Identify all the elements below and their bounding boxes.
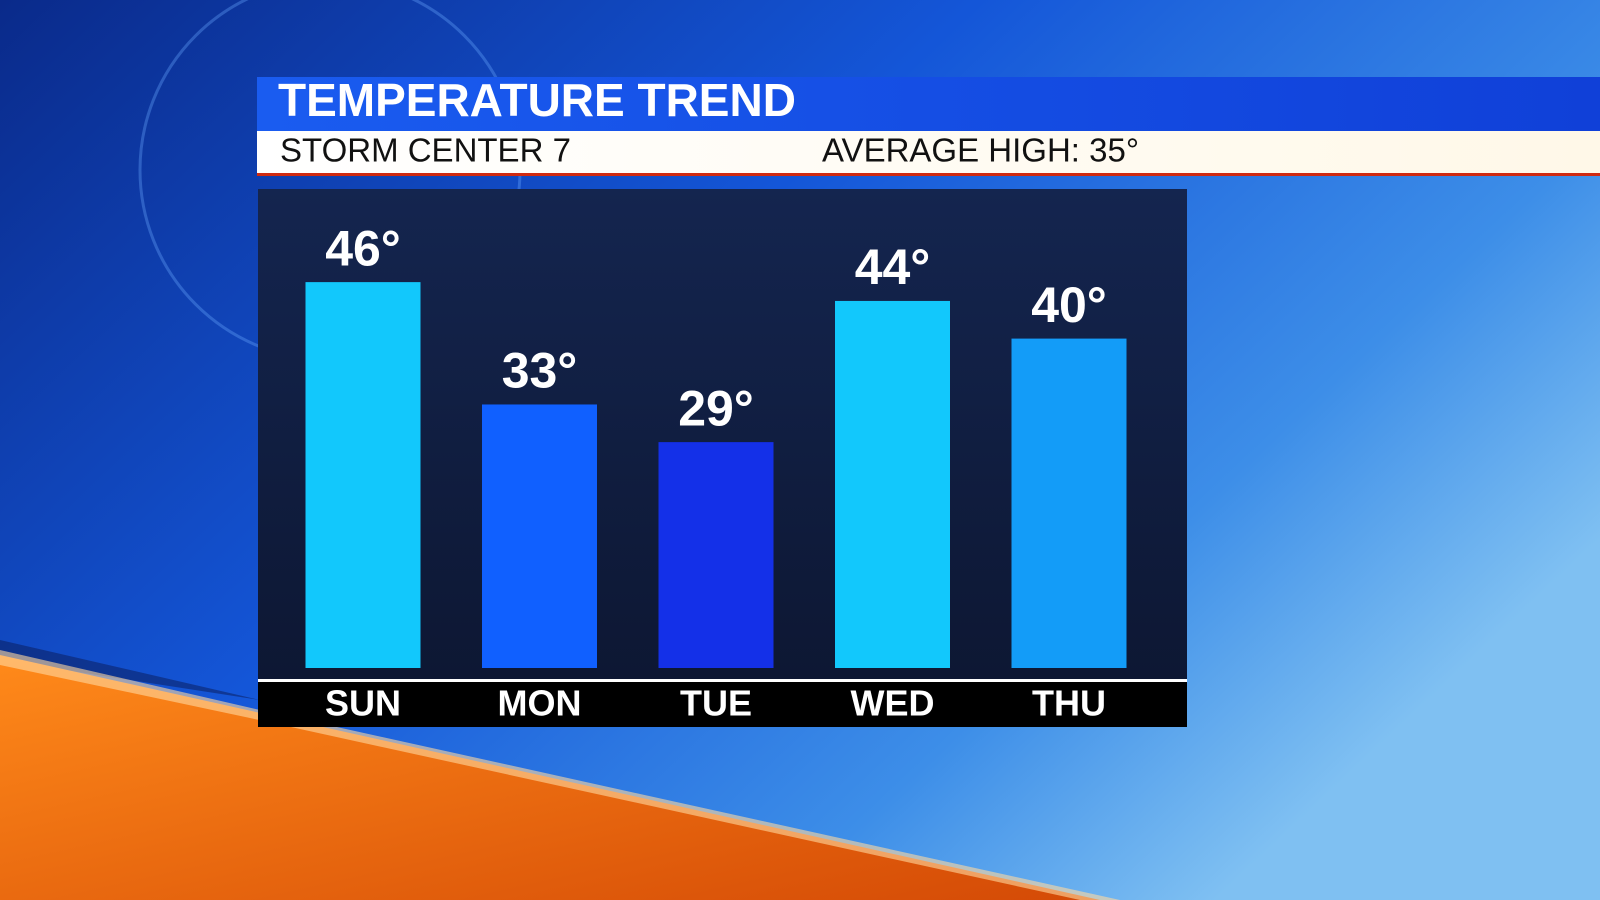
x-tick-label: SUN (325, 683, 401, 724)
bar (305, 282, 421, 668)
value-label: 46° (325, 220, 401, 276)
value-label: 33° (502, 343, 578, 399)
bar (658, 442, 774, 668)
average-high: AVERAGE HIGH: 35° (822, 132, 1139, 169)
bar (835, 300, 950, 668)
value-label: 40° (1031, 277, 1107, 333)
label-band (258, 682, 1187, 727)
value-label: 44° (855, 239, 931, 295)
chart-title: TEMPERATURE TREND (278, 74, 796, 126)
baseline (258, 679, 1187, 682)
chart-subtitle: STORM CENTER 7 (280, 132, 571, 169)
subtitle-bar (257, 131, 1600, 173)
title-bar (257, 77, 1600, 131)
x-tick-label: THU (1032, 683, 1106, 724)
value-label: 29° (678, 380, 754, 436)
x-tick-label: WED (851, 683, 935, 724)
bar (482, 404, 597, 668)
x-tick-label: TUE (680, 683, 752, 724)
x-tick-label: MON (498, 683, 582, 724)
subtitle-rule (257, 173, 1600, 176)
bar (1011, 338, 1127, 668)
